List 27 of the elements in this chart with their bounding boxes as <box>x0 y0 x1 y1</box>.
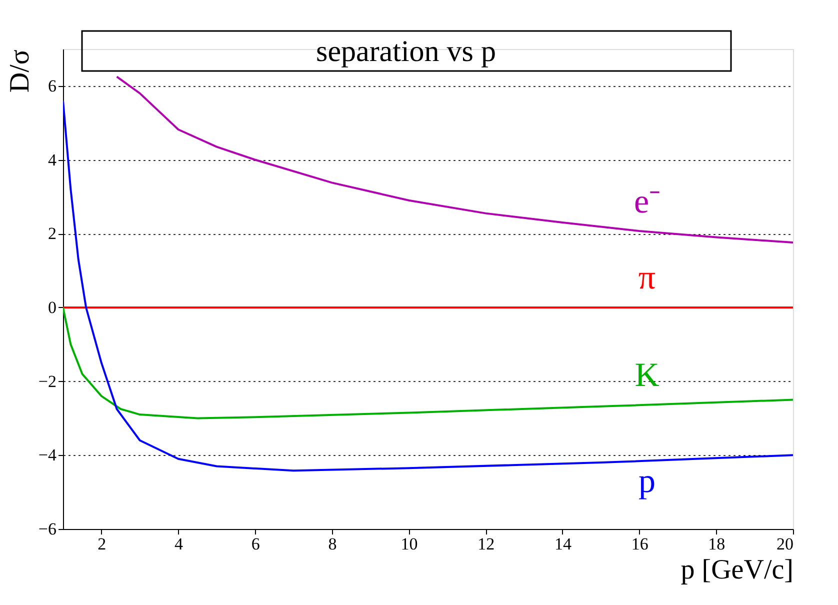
x-tick-label: 18 <box>708 534 726 554</box>
line-series <box>116 76 793 244</box>
x-tick-label: 14 <box>554 534 572 554</box>
x-tick-label: 12 <box>478 534 495 554</box>
y-tick-label: −6 <box>38 520 56 538</box>
x-tick-label: 6 <box>251 534 260 554</box>
y-tick-label: −4 <box>38 446 57 465</box>
series-label: K <box>634 356 660 394</box>
x-tick-label: 16 <box>631 534 648 554</box>
y-axis-title: D/σ <box>4 50 36 93</box>
chart-title: separation vs p <box>316 35 496 68</box>
x-tick-label: 8 <box>328 534 337 554</box>
y-tick-label: 0 <box>48 298 56 317</box>
x-tick-label: 4 <box>174 534 184 554</box>
y-tick-label: 4 <box>48 150 57 170</box>
series-label: e⁻ <box>634 184 660 221</box>
x-tick-label: 20 <box>776 534 794 554</box>
y-tick-label: 6 <box>48 76 56 96</box>
y-tick-label: −2 <box>38 372 56 391</box>
series-label: p <box>638 462 656 500</box>
y-tick-label: 2 <box>48 224 56 244</box>
x-axis-title: p [GeV/c] <box>680 554 794 586</box>
line-series <box>63 306 793 420</box>
x-tick-label: 2 <box>98 534 106 554</box>
series-label: π <box>638 259 656 296</box>
line-series <box>63 100 793 472</box>
x-tick-label: 10 <box>400 534 418 554</box>
